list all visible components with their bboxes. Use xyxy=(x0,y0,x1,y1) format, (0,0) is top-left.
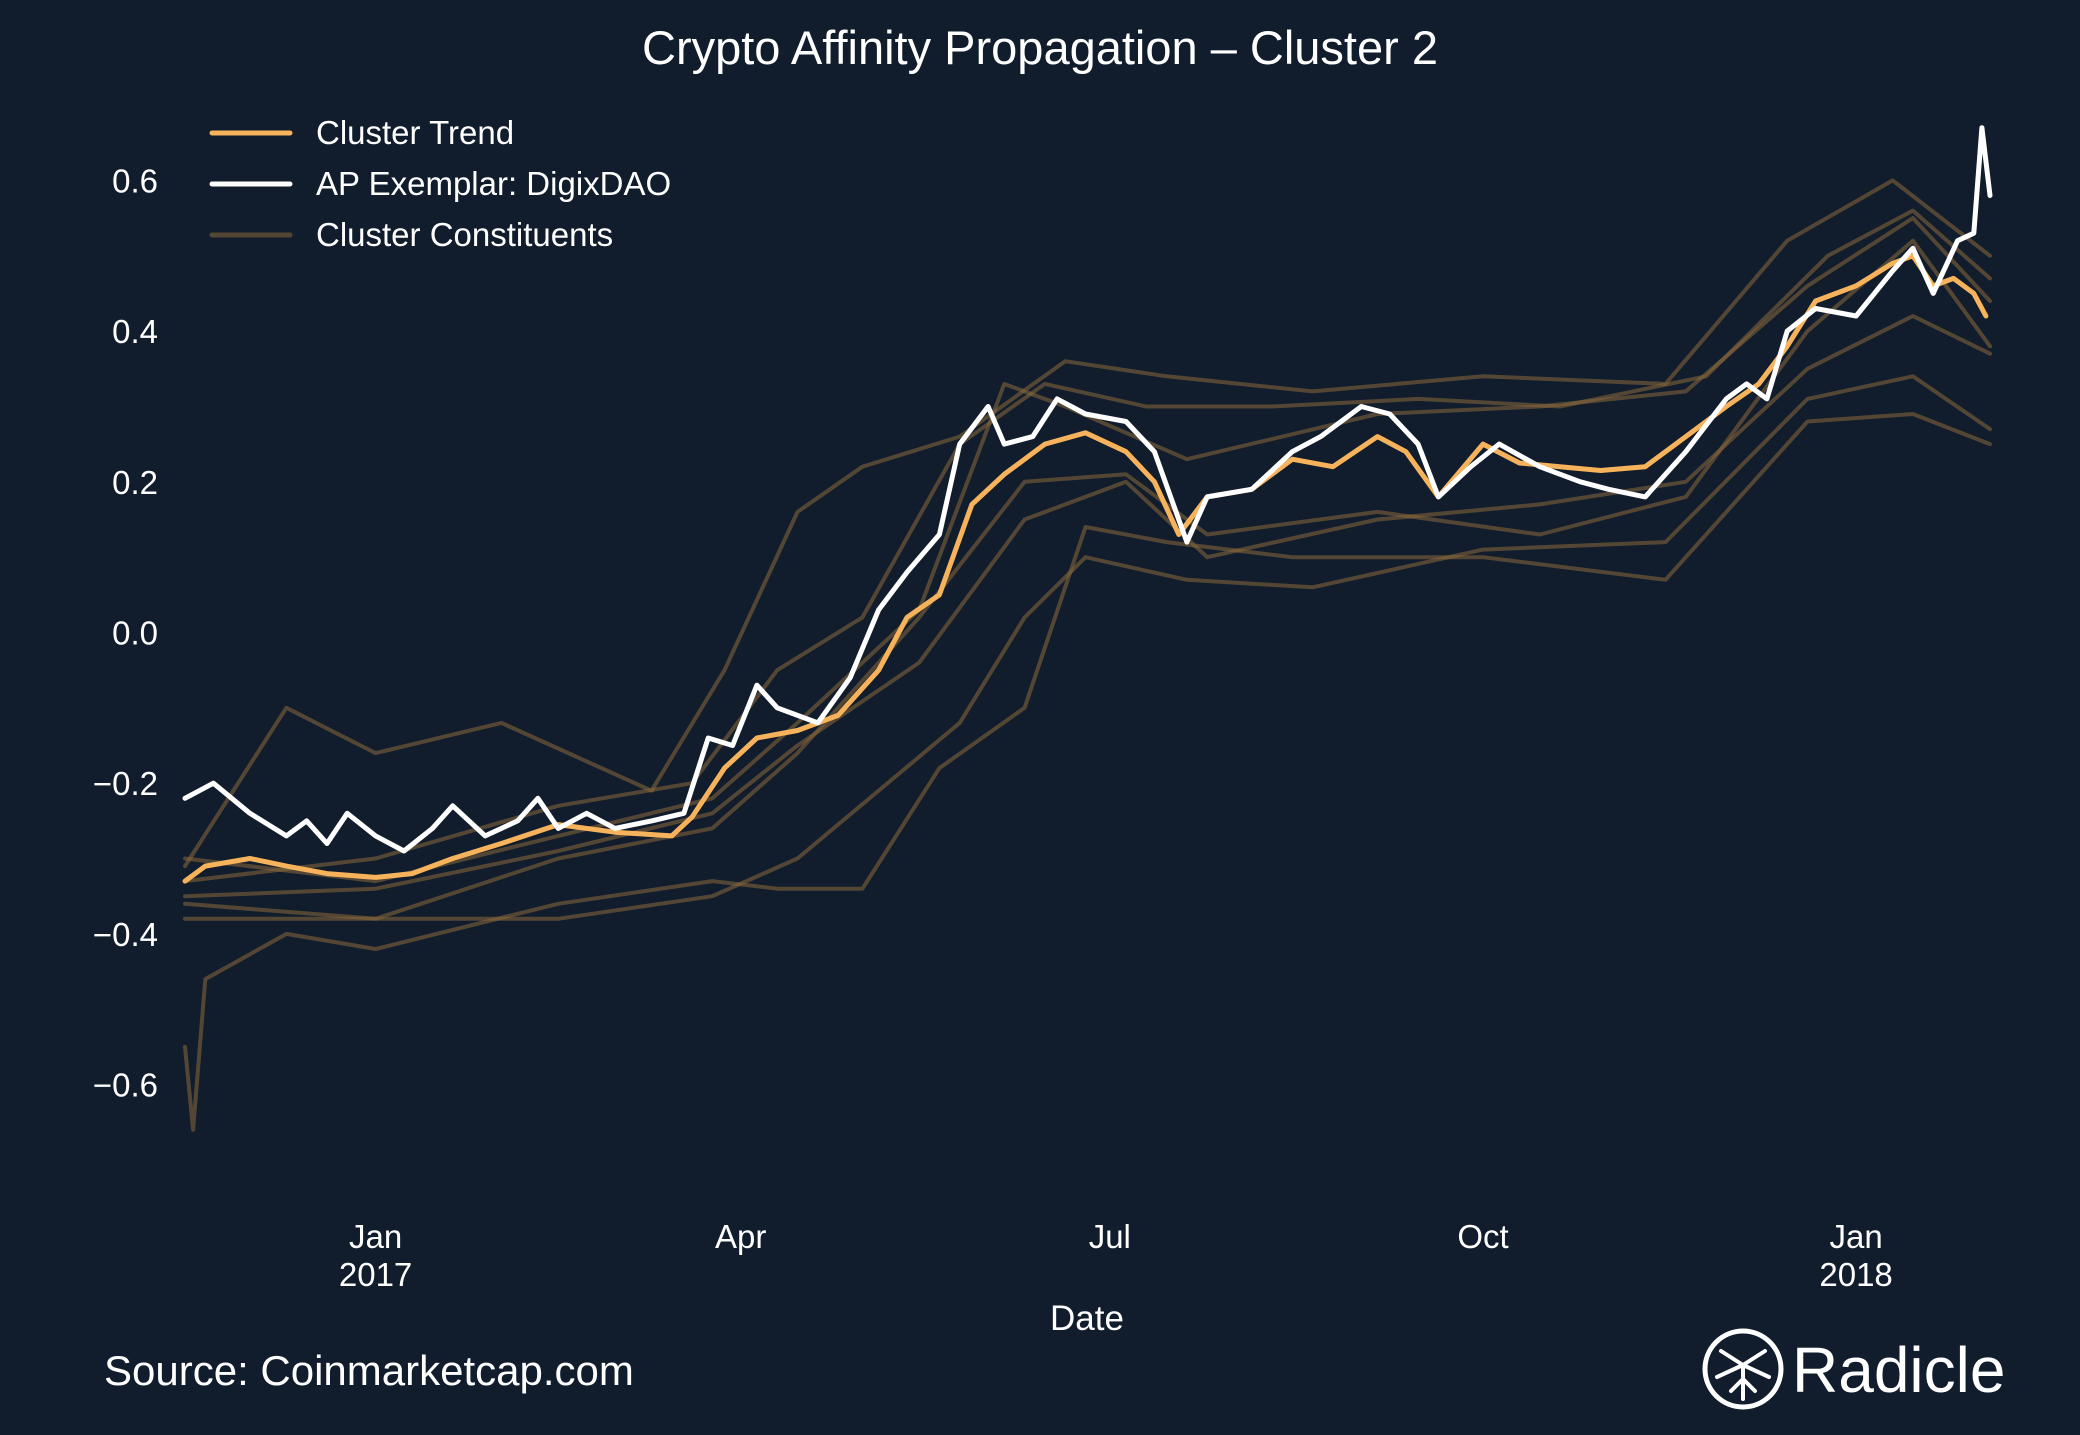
x-tick-label-2: Apr xyxy=(715,1218,766,1255)
constituent-line-6 xyxy=(183,314,1992,899)
y-tick-label-3: −0.2 xyxy=(93,765,158,802)
x-tick-sublabel-5: 2018 xyxy=(1819,1256,1892,1293)
exemplar-line xyxy=(182,125,1993,854)
constituent-line-2 xyxy=(183,178,1992,869)
y-tick-label-6: 0.4 xyxy=(112,313,158,350)
legend-label-1: Cluster Trend xyxy=(316,114,514,151)
y-tick-label-5: 0.2 xyxy=(112,464,158,501)
source-note: Source: Coinmarketcap.com xyxy=(104,1347,634,1394)
x-tick-sublabel-1: 2017 xyxy=(339,1256,412,1293)
radicle-logo: Radicle xyxy=(1702,1328,2005,1410)
y-tick-label-4: 0.0 xyxy=(112,615,158,652)
x-axis-label: Date xyxy=(1050,1299,1124,1338)
series-lines xyxy=(182,125,1993,884)
x-tick-label-4: Oct xyxy=(1457,1218,1508,1255)
x-tick-label-1: Jan xyxy=(349,1218,402,1255)
constituent-line-1 xyxy=(183,238,1992,921)
constituent-line-4 xyxy=(183,374,1992,921)
legend-label-3: Cluster Constituents xyxy=(316,216,613,253)
legend: Cluster Trend AP Exemplar: DigixDAO Cluste… xyxy=(209,114,671,253)
x-tick-label-3: Jul xyxy=(1089,1218,1131,1255)
y-tick-label-7: 0.6 xyxy=(112,162,158,199)
chart-title: Crypto Affinity Propagation – Cluster 2 xyxy=(642,21,1438,74)
x-tick-label-5: Jan xyxy=(1829,1218,1882,1255)
constituent-line-7 xyxy=(183,208,1992,884)
legend-label-2: AP Exemplar: DigixDAO xyxy=(316,165,671,202)
y-axis: −0.6 −0.4 −0.2 0.0 0.2 0.4 0.6 xyxy=(93,162,158,1103)
radicle-logo-icon xyxy=(1702,1328,1784,1410)
y-tick-label-2: −0.4 xyxy=(93,916,158,953)
radicle-logo-text: Radicle xyxy=(1792,1334,2005,1406)
constituent-line-3 xyxy=(183,412,1992,1132)
y-tick-label-1: −0.6 xyxy=(93,1067,158,1104)
